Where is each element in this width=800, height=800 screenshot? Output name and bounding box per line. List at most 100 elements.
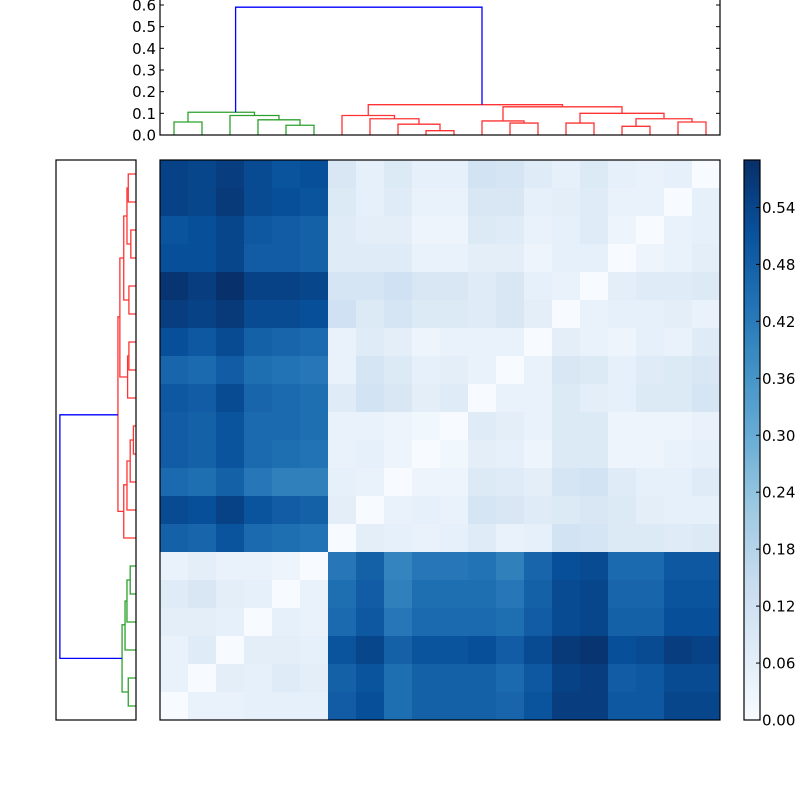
colorbar-segment (744, 376, 760, 381)
heatmap-cell (188, 664, 217, 693)
heatmap-cell (692, 440, 721, 469)
heatmap-cell (692, 216, 721, 245)
colorbar-segment (744, 384, 760, 389)
heatmap-cell (608, 524, 637, 553)
colorbar-segment (744, 648, 760, 653)
heatmap-cell (272, 160, 301, 189)
colorbar-segment (744, 244, 760, 249)
heatmap-cell (216, 356, 245, 385)
heatmap-cell (580, 692, 609, 721)
heatmap-cell (300, 524, 329, 553)
colorbar-segment (744, 692, 760, 697)
colorbar-segment (744, 448, 760, 453)
heatmap-cell (524, 692, 553, 721)
heatmap-cell (356, 356, 385, 385)
colorbar-segment (744, 248, 760, 253)
heatmap-cell (664, 468, 693, 497)
heatmap-cell (412, 580, 441, 609)
heatmap-cell (412, 468, 441, 497)
heatmap-cell (468, 580, 497, 609)
colorbar-segment (744, 288, 760, 293)
colorbar-segment (744, 180, 760, 185)
heatmap-cell (272, 636, 301, 665)
colorbar-segment (744, 404, 760, 409)
colorbar-tick-label: 0.54 (762, 199, 795, 217)
heatmap-cell (496, 496, 525, 525)
heatmap-cell (216, 552, 245, 581)
heatmap-cell (440, 496, 469, 525)
heatmap-cell (496, 636, 525, 665)
colorbar-segment (744, 196, 760, 201)
heatmap-cell (692, 356, 721, 385)
heatmap-cell (608, 692, 637, 721)
heatmap-cell (692, 580, 721, 609)
dendrogram-link-green (124, 600, 136, 651)
heatmap-cell (272, 468, 301, 497)
colorbar-tick-label: 0.06 (762, 655, 795, 673)
colorbar-segment (744, 704, 760, 709)
colorbar-segment (744, 424, 760, 429)
colorbar-segment (744, 668, 760, 673)
heatmap-cell (244, 356, 273, 385)
heatmap-cell (244, 580, 273, 609)
heatmap-cell (356, 636, 385, 665)
top-dendrogram-frame (159, 0, 721, 136)
heatmap-cell (272, 412, 301, 441)
heatmap-cell (300, 468, 329, 497)
heatmap-cell (412, 384, 441, 413)
heatmap-cell (524, 412, 553, 441)
heatmap-cell (356, 608, 385, 637)
heatmap-cell (580, 496, 609, 525)
heatmap-cell (328, 300, 357, 329)
heatmap-cell (328, 412, 357, 441)
heatmap-cell (188, 440, 217, 469)
colorbar-segment (744, 712, 760, 717)
heatmap-cell (300, 160, 329, 189)
heatmap-cell (188, 412, 217, 441)
heatmap-cell (636, 552, 665, 581)
heatmap-cell (608, 328, 637, 357)
heatmap-cell (216, 300, 245, 329)
colorbar-segment (744, 696, 760, 701)
heatmap-cell (412, 300, 441, 329)
heatmap-cell (636, 328, 665, 357)
heatmap-cell (244, 160, 273, 189)
colorbar-segment (744, 428, 760, 433)
y-tick-label: 0.6 (132, 0, 156, 15)
heatmap-cell (216, 216, 245, 245)
heatmap-cell (664, 496, 693, 525)
heatmap-cell (692, 272, 721, 301)
heatmap-cell (524, 188, 553, 217)
heatmap-cell (496, 356, 525, 385)
colorbar-segment (744, 260, 760, 265)
colorbar-segment (744, 204, 760, 209)
heatmap-cell (468, 356, 497, 385)
heatmap-cell (468, 552, 497, 581)
heatmap-cell (692, 552, 721, 581)
heatmap-cell (608, 188, 637, 217)
heatmap-cell (468, 636, 497, 665)
colorbar-segment (744, 212, 760, 217)
heatmap-cell (636, 244, 665, 273)
heatmap-cell (524, 300, 553, 329)
colorbar-segment (744, 456, 760, 461)
colorbar-segment (744, 484, 760, 489)
colorbar-segment (744, 280, 760, 285)
heatmap-cell (468, 524, 497, 553)
colorbar-segment (744, 636, 760, 641)
colorbar-segment (744, 548, 760, 553)
heatmap-cell (664, 440, 693, 469)
heatmap-cell (580, 524, 609, 553)
heatmap-cell (636, 692, 665, 721)
heatmap-cell (356, 496, 385, 525)
heatmap-cell (356, 552, 385, 581)
heatmap-cell (216, 608, 245, 637)
heatmap-cell (552, 356, 581, 385)
colorbar: 0.00 0.06 0.12 0.18 0.24 0.30 0.36 0.42 0.48 0.54 (743, 159, 795, 730)
colorbar-segment (744, 436, 760, 441)
colorbar-segment (744, 348, 760, 353)
heatmap-cell (664, 356, 693, 385)
colorbar-segment (744, 588, 760, 593)
dendrogram-link-red (425, 130, 455, 135)
colorbar-segment (744, 644, 760, 649)
